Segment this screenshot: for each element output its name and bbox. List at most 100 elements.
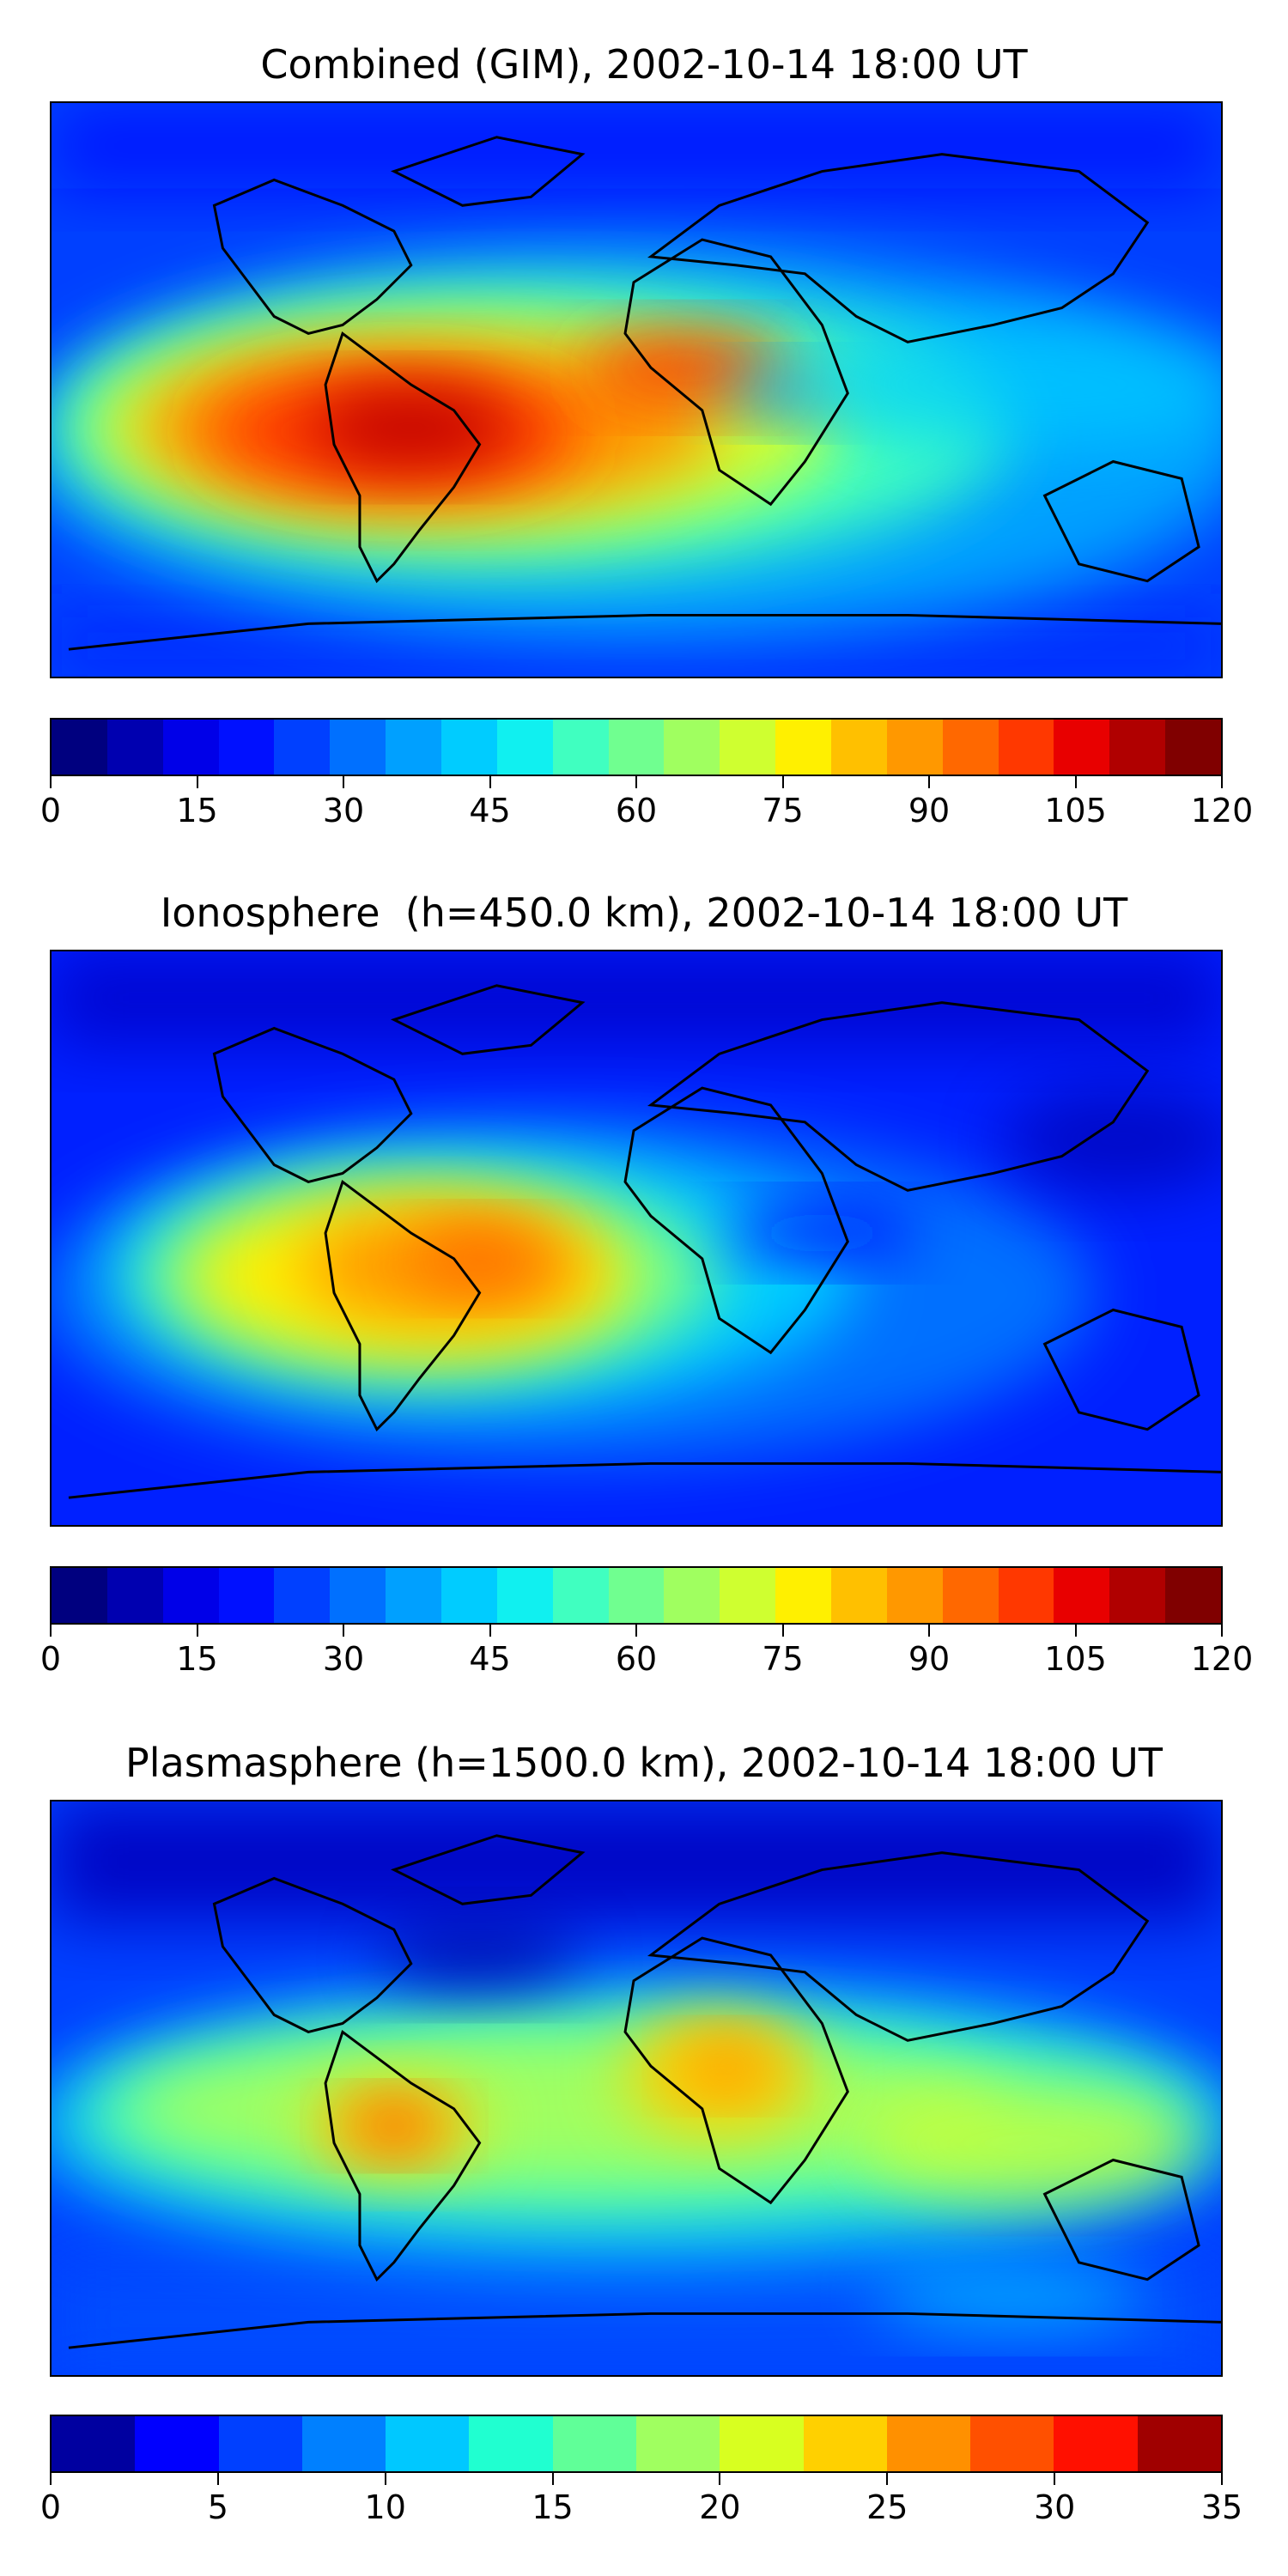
colorbar-tick [489,1625,491,1637]
colorbar-segment [301,2416,386,2471]
colorbar-tick [343,1625,344,1637]
colorbar-tick-label: 15 [176,792,218,829]
colorbar-segment [886,720,943,775]
colorbar-tick [196,776,198,788]
colorbar-segment [52,720,107,775]
colorbar-segment [441,1568,497,1623]
tec-map [52,103,1221,677]
colorbar-tick [1221,1625,1223,1637]
colorbar-tick [886,2473,889,2485]
colorbar-segment [386,720,442,775]
map-title: Ionosphere (h=450.0 km), 2002-10-14 18:0… [160,890,1128,936]
colorbar-segment [552,720,609,775]
colorbar-tick [216,2473,219,2485]
colorbar-segment [469,2416,553,2471]
colorbar-segment [720,1568,776,1623]
colorbar-segment [552,2416,636,2471]
colorbar [50,1566,1223,1625]
colorbar-segment [886,2416,971,2471]
colorbar-tick-label: 15 [532,2488,574,2526]
colorbar-tick-label: 90 [908,792,951,829]
colorbar-tick-label: 0 [39,2488,62,2526]
colorbar-segment [664,720,720,775]
tec-map [52,1801,1221,2375]
colorbar-tick [1074,776,1077,788]
colorbar-tick [635,776,637,788]
colorbar-tick-label: 75 [762,792,804,829]
colorbar-tick-label: 30 [322,1640,365,1678]
colorbar-tick-label: 15 [176,1640,218,1678]
colorbar-tick-label: 30 [322,792,365,829]
coastlines [68,136,1221,651]
coastlines [68,984,1221,1499]
colorbar-segment [218,2416,302,2471]
coastlines [68,1834,1221,2349]
colorbar-segment [162,720,219,775]
colorbar-segment [1137,2416,1221,2471]
colorbar-segment [608,720,665,775]
colorbar-tick-label: 20 [699,2488,741,2526]
colorbar-ticks: 0 5 10 15 20 25 30 35 [40,2473,1242,2526]
colorbar-segment [386,2416,470,2471]
colorbar-segment [386,1568,442,1623]
colorbar-segment [998,720,1054,775]
colorbar-tick [1221,2473,1223,2485]
colorbar-segment [831,1568,887,1623]
colorbar-segment [496,1568,553,1623]
colorbar-tick-label: 30 [1033,2488,1076,2526]
colorbar-segment [886,1568,943,1623]
colorbar-tick-label: 105 [1044,1640,1107,1678]
colorbar-segment [106,1568,163,1623]
colorbar-segment [942,1568,999,1623]
colorbar-tick-label: 60 [615,792,658,829]
colorbar-segment [831,720,887,775]
colorbar-segment [970,2416,1054,2471]
map-frame [50,1800,1223,2377]
colorbar-tick-label: 60 [615,1640,658,1678]
colorbar-segment [135,2416,219,2471]
colorbar-tick-label: 105 [1044,792,1107,829]
colorbar-segment [720,2416,804,2471]
colorbar-segment [1054,2416,1138,2471]
colorbar-tick-label: 90 [908,1640,951,1678]
map-frame [50,950,1223,1527]
colorbar [50,2415,1223,2473]
colorbar-tick-label: 45 [469,792,511,829]
colorbar-tick [719,2473,721,2485]
colorbar-tick [196,1625,198,1637]
colorbar-segment [1109,720,1166,775]
colorbar-segment [803,2416,887,2471]
colorbar-tick-label: 10 [364,2488,406,2526]
colorbar-tick-label: 120 [1190,1640,1254,1678]
colorbar-segment [1054,720,1110,775]
map-title: Plasmasphere (h=1500.0 km), 2002-10-14 1… [125,1740,1163,1786]
colorbar-tick [635,1625,637,1637]
colorbar-segment [635,2416,720,2471]
colorbar-segment [162,1568,219,1623]
colorbar-tick-label: 0 [39,1640,62,1678]
colorbar-segment [775,720,832,775]
colorbar-segment [330,1568,386,1623]
tec-map [52,951,1221,1525]
colorbar-segment [720,720,776,775]
colorbar-segment [664,1568,720,1623]
colorbar-segment [775,1568,832,1623]
colorbar-ticks: 0 15 30 45 60 75 90 105 120 [40,1625,1253,1678]
colorbar-segment [552,1568,609,1623]
colorbar-tick-label: 5 [207,2488,228,2526]
colorbar-segment [52,2416,136,2471]
colorbar-tick [50,776,52,788]
colorbar-tick [343,776,344,788]
colorbar-tick [1221,776,1223,788]
colorbar-tick [50,2473,52,2485]
colorbar-tick [50,1625,52,1637]
colorbar-tick-label: 35 [1200,2488,1243,2526]
colorbar-tick [384,2473,386,2485]
colorbar-tick [551,2473,554,2485]
map-title: Combined (GIM), 2002-10-14 18:00 UT [260,41,1028,88]
colorbar-tick-label: 75 [762,1640,804,1678]
colorbar-segment [608,1568,665,1623]
colorbar-segment [52,1568,107,1623]
colorbar-tick [1074,1625,1077,1637]
colorbar-segment [106,720,163,775]
